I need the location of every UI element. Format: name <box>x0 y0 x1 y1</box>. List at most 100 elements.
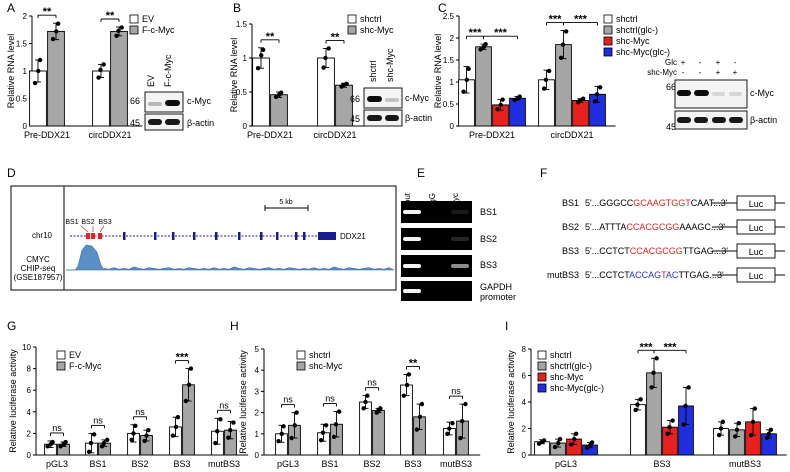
data-point <box>768 427 774 433</box>
significance-label: ns <box>219 400 229 410</box>
data-point <box>320 430 326 435</box>
data-point <box>683 403 688 409</box>
data-point <box>146 427 151 433</box>
binding-site-marker <box>98 233 102 239</box>
gel-band <box>451 210 469 214</box>
blot-band <box>165 119 180 125</box>
lane-label: EV <box>146 75 156 87</box>
data-point <box>54 29 59 34</box>
data-point <box>213 440 218 446</box>
sequence-segment: AC <box>666 270 679 280</box>
y-tick-label: 0 <box>450 122 455 131</box>
legend-swatch <box>537 361 547 371</box>
sequence-segment: 5'...ATTTA <box>585 222 626 232</box>
x-tick-label: pGL3 <box>46 459 68 469</box>
sequence-segment: AAAGC...3' <box>679 222 725 232</box>
data-point <box>228 427 233 433</box>
y-tick-label: 2 <box>450 34 455 43</box>
y-tick-label: 0 <box>522 451 527 460</box>
band-label: β-actin <box>405 113 432 123</box>
y-tick-label: 1 <box>255 430 260 439</box>
condition-sign: - <box>699 58 702 67</box>
panel-label-H: H <box>230 319 239 333</box>
x-tick-label: mutBS3 <box>729 459 761 469</box>
gene-exon <box>215 232 218 240</box>
legend-label: F-c-Myc <box>142 25 175 35</box>
track-label: (GSE187957) <box>14 273 63 282</box>
data-point <box>99 444 105 449</box>
data-point <box>736 421 742 426</box>
construct-sequence: 5'...CCTCTACCAGTACTTGAG...3' <box>585 270 724 280</box>
luc-label: Luc <box>749 271 764 281</box>
data-point <box>292 423 297 428</box>
data-point <box>463 401 468 407</box>
condition-sign: + <box>716 68 721 77</box>
data-point <box>563 29 569 34</box>
data-point <box>638 397 643 402</box>
data-point <box>278 90 284 95</box>
significance-label: ns <box>451 386 461 396</box>
data-point <box>557 436 563 442</box>
y-tick-label: 0 <box>23 122 28 131</box>
condition-sign: + <box>733 68 738 77</box>
data-point <box>665 431 670 436</box>
data-point <box>635 402 640 407</box>
x-tick-label: circDDX21 <box>550 130 593 140</box>
chip-gel-E: InputIgGc-MycBS1BS2BS3GAPDHpromoter <box>401 192 516 302</box>
gel-band <box>403 289 421 293</box>
panel-label-I: I <box>505 319 508 333</box>
y-tick-label: 2 <box>27 429 32 438</box>
legend-swatch <box>537 372 547 382</box>
blot-band <box>729 92 742 96</box>
data-point <box>144 433 149 438</box>
data-point <box>577 98 583 103</box>
band-label: c-Myc <box>405 93 429 103</box>
x-tick-label: BS1 <box>321 459 338 469</box>
binding-site-label: BS1 <box>65 219 78 226</box>
data-point <box>720 419 726 425</box>
data-point <box>512 97 517 103</box>
gel-band <box>451 264 469 268</box>
gel-band <box>403 237 421 241</box>
panel-label-A: A <box>7 1 15 15</box>
gene-exon <box>123 232 126 240</box>
bar <box>317 57 335 127</box>
gel-strip <box>401 281 472 301</box>
significance-label: ns <box>283 395 293 405</box>
blot-band <box>694 117 708 123</box>
y-tick-label: 1 <box>23 67 28 76</box>
gel-row-label: BS3 <box>480 260 497 270</box>
chart-panel-C: 0 0.5 1 1.5 2 2.5 Relative RNA level Pre-DDX21 c… <box>433 12 670 140</box>
data-point <box>552 444 558 450</box>
data-point <box>460 418 465 424</box>
legend-swatch <box>129 14 139 24</box>
condition-label: Glc <box>665 58 677 67</box>
legend-label: shctrl(glc-) <box>616 25 658 35</box>
data-point <box>96 75 101 80</box>
sequence-segment: 5'...CCTCT <box>585 270 630 280</box>
y-axis-label: Relative RNA level <box>433 34 443 109</box>
legend-swatch <box>603 14 613 24</box>
gel-band <box>403 264 421 268</box>
construct-name: mutBS3 <box>547 270 579 280</box>
lane-label: F-c-Myc <box>163 54 173 87</box>
data-point <box>748 432 754 438</box>
blot-membrane <box>363 87 403 109</box>
y-tick-label: 1 <box>243 54 248 63</box>
data-point <box>573 431 579 436</box>
legend-label: shctrl <box>550 350 572 360</box>
gel-row-label: promoter <box>480 292 516 302</box>
legend-label: EV <box>69 350 81 360</box>
blot-band <box>148 119 162 125</box>
y-tick-label: 0 <box>255 451 260 460</box>
legend-label: shc-Myc <box>309 361 343 371</box>
x-tick-label: BS3 <box>173 459 190 469</box>
data-point <box>498 102 503 108</box>
y-axis-label: Relative luciferase activity <box>238 350 248 454</box>
y-tick-label: 4 <box>522 398 527 407</box>
data-point <box>37 57 43 63</box>
legend-swatch <box>296 361 306 371</box>
site-arrow <box>99 225 105 233</box>
legend-swatch <box>537 350 547 360</box>
